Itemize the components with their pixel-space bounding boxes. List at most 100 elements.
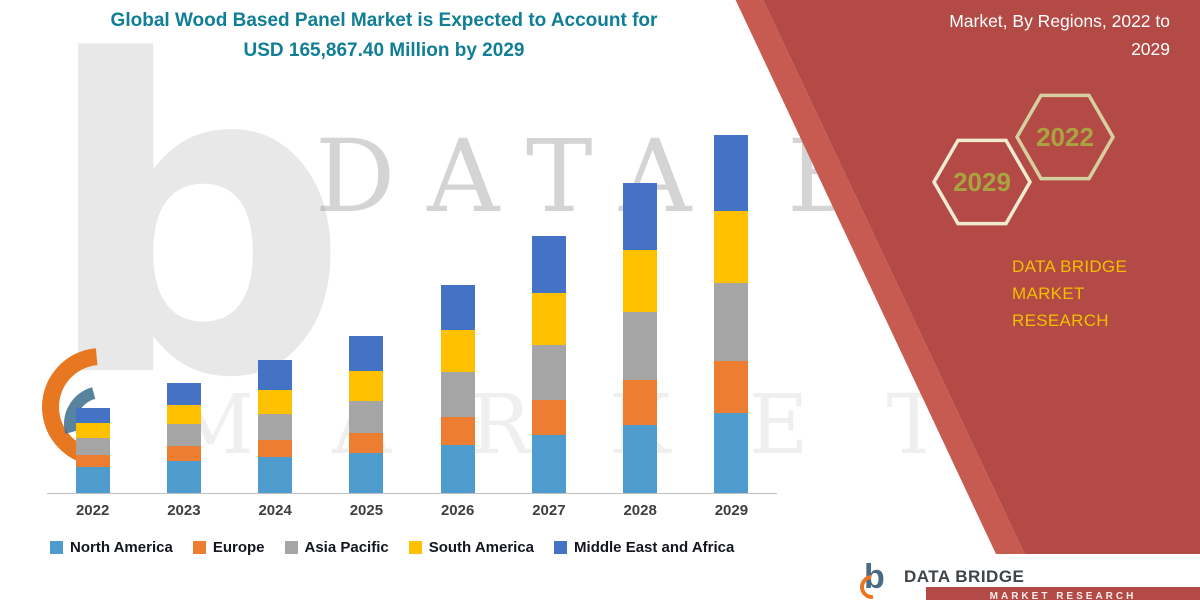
bar-segment xyxy=(166,405,201,425)
brand-text-line2: RESEARCH xyxy=(1012,311,1109,330)
bar-segment xyxy=(166,424,201,447)
bar-segment xyxy=(531,345,566,400)
footer-logo-strip: MARKET RESEARCH xyxy=(926,587,1200,600)
x-axis-label: 2029 xyxy=(714,502,749,519)
x-axis-label: 2025 xyxy=(349,502,384,519)
bar-column xyxy=(686,134,777,493)
bar-segment xyxy=(531,236,566,293)
bar-column xyxy=(595,135,686,493)
legend-item: Asia Pacific xyxy=(284,539,389,556)
bar-stack-2026 xyxy=(440,285,475,493)
bar-segment xyxy=(258,414,293,440)
bar-stack-2027 xyxy=(531,236,566,493)
x-axis-label: 2026 xyxy=(440,502,475,519)
bar-column xyxy=(138,135,229,493)
bar-segment xyxy=(623,380,658,425)
bar-segment xyxy=(349,433,384,454)
bar-segment xyxy=(166,383,201,406)
legend-label: North America xyxy=(70,539,173,556)
bar-segment xyxy=(714,412,749,493)
bar-segment xyxy=(440,417,475,446)
legend-label: Middle East and Africa xyxy=(574,539,735,556)
chart-title-line1: Global Wood Based Panel Market is Expect… xyxy=(110,10,658,31)
bar-segment xyxy=(531,435,566,493)
bar-segment xyxy=(75,467,110,493)
bar-segment xyxy=(349,453,384,493)
legend-item: Europe xyxy=(192,539,265,556)
hexagon-year-left: 2029 xyxy=(953,167,1011,197)
legend-item: South America xyxy=(408,539,535,556)
bar-segment xyxy=(166,446,201,462)
bar-stack-2028 xyxy=(623,183,658,493)
bar-segment xyxy=(258,440,293,457)
bar-column xyxy=(230,135,321,493)
bar-segment xyxy=(714,283,749,361)
footer-logo-strip-text: MARKET RESEARCH xyxy=(989,591,1137,600)
bar-segment xyxy=(75,455,110,468)
bar-stack-2029 xyxy=(714,134,749,493)
bars-row xyxy=(47,134,777,494)
bar-segment xyxy=(623,425,658,493)
bar-column xyxy=(412,135,503,493)
bar-column xyxy=(503,135,594,493)
bar-segment xyxy=(75,438,110,456)
bar-segment xyxy=(714,210,749,284)
bar-segment xyxy=(75,422,110,439)
legend-swatch xyxy=(50,541,63,554)
regions-caption-line1: Market, By Regions, 2022 to xyxy=(949,11,1170,31)
bar-segment xyxy=(440,285,475,331)
bar-segment xyxy=(714,134,749,211)
legend-label: Asia Pacific xyxy=(304,539,389,556)
x-axis-label: 2024 xyxy=(258,502,292,519)
bar-segment xyxy=(531,400,566,435)
bar-segment xyxy=(349,371,384,402)
hexagon-2022-icon xyxy=(1014,93,1115,181)
bar-segment xyxy=(440,330,475,373)
bar-stack-2024 xyxy=(258,360,293,493)
bar-segment xyxy=(258,390,293,415)
brand-text: DATA BRIDGE MARKET RESEARCH xyxy=(1012,253,1200,334)
x-axis-label: 2022 xyxy=(75,502,110,519)
bar-segment xyxy=(440,372,475,418)
legend-label: South America xyxy=(428,539,535,556)
legend-swatch xyxy=(554,541,568,554)
plot-area: 2022 2023 2024 2025 2026 2027 2028 2029 xyxy=(47,134,777,519)
bar-stack-2022 xyxy=(75,407,110,493)
legend-swatch xyxy=(284,541,298,554)
legend-label: Europe xyxy=(212,539,265,556)
bar-segment xyxy=(623,250,658,313)
bar-segment xyxy=(166,461,201,493)
chart-title-line2: USD 165,867.40 Million by 2029 xyxy=(243,40,525,61)
bar-stack-2025 xyxy=(349,336,384,493)
bar-segment xyxy=(714,360,749,413)
legend-swatch xyxy=(408,541,422,554)
bar-segment xyxy=(75,407,110,423)
hexagon-year-right: 2022 xyxy=(1036,122,1094,152)
chart-title: Global Wood Based Panel Market is Expect… xyxy=(58,6,710,66)
x-axis-label: 2027 xyxy=(532,502,566,519)
footer-logo-b-icon: b xyxy=(864,558,885,596)
legend-item: North America xyxy=(50,539,173,556)
regions-caption: Market, By Regions, 2022 to 2029 xyxy=(810,7,1170,63)
legend-swatch xyxy=(192,541,206,554)
bar-segment xyxy=(623,183,658,251)
bar-segment xyxy=(440,445,475,493)
x-axis-labels: 2022 2023 2024 2025 2026 2027 2028 2029 xyxy=(47,502,777,519)
x-axis-label: 2023 xyxy=(167,502,201,519)
hexagon-2029-icon xyxy=(931,138,1033,226)
bar-segment xyxy=(258,457,293,493)
bar-stack-2023 xyxy=(166,383,201,493)
bar-segment xyxy=(349,401,384,434)
watermark-logo-b: b xyxy=(42,0,350,472)
brand-text-line1: DATA BRIDGE MARKET xyxy=(1012,257,1128,303)
legend: North America Europe Asia Pacific South Ame… xyxy=(50,539,734,556)
legend-item: Middle East and Africa xyxy=(554,539,734,556)
bar-segment xyxy=(258,360,293,391)
bar-segment xyxy=(623,312,658,381)
bar-column xyxy=(47,135,138,493)
footer-logo-card: b DATA BRIDGE MARKET RESEARCH xyxy=(830,554,1200,600)
bar-segment xyxy=(531,293,566,345)
footer-logo-name: DATA BRIDGE xyxy=(904,567,1025,586)
bar-segment xyxy=(349,336,384,372)
